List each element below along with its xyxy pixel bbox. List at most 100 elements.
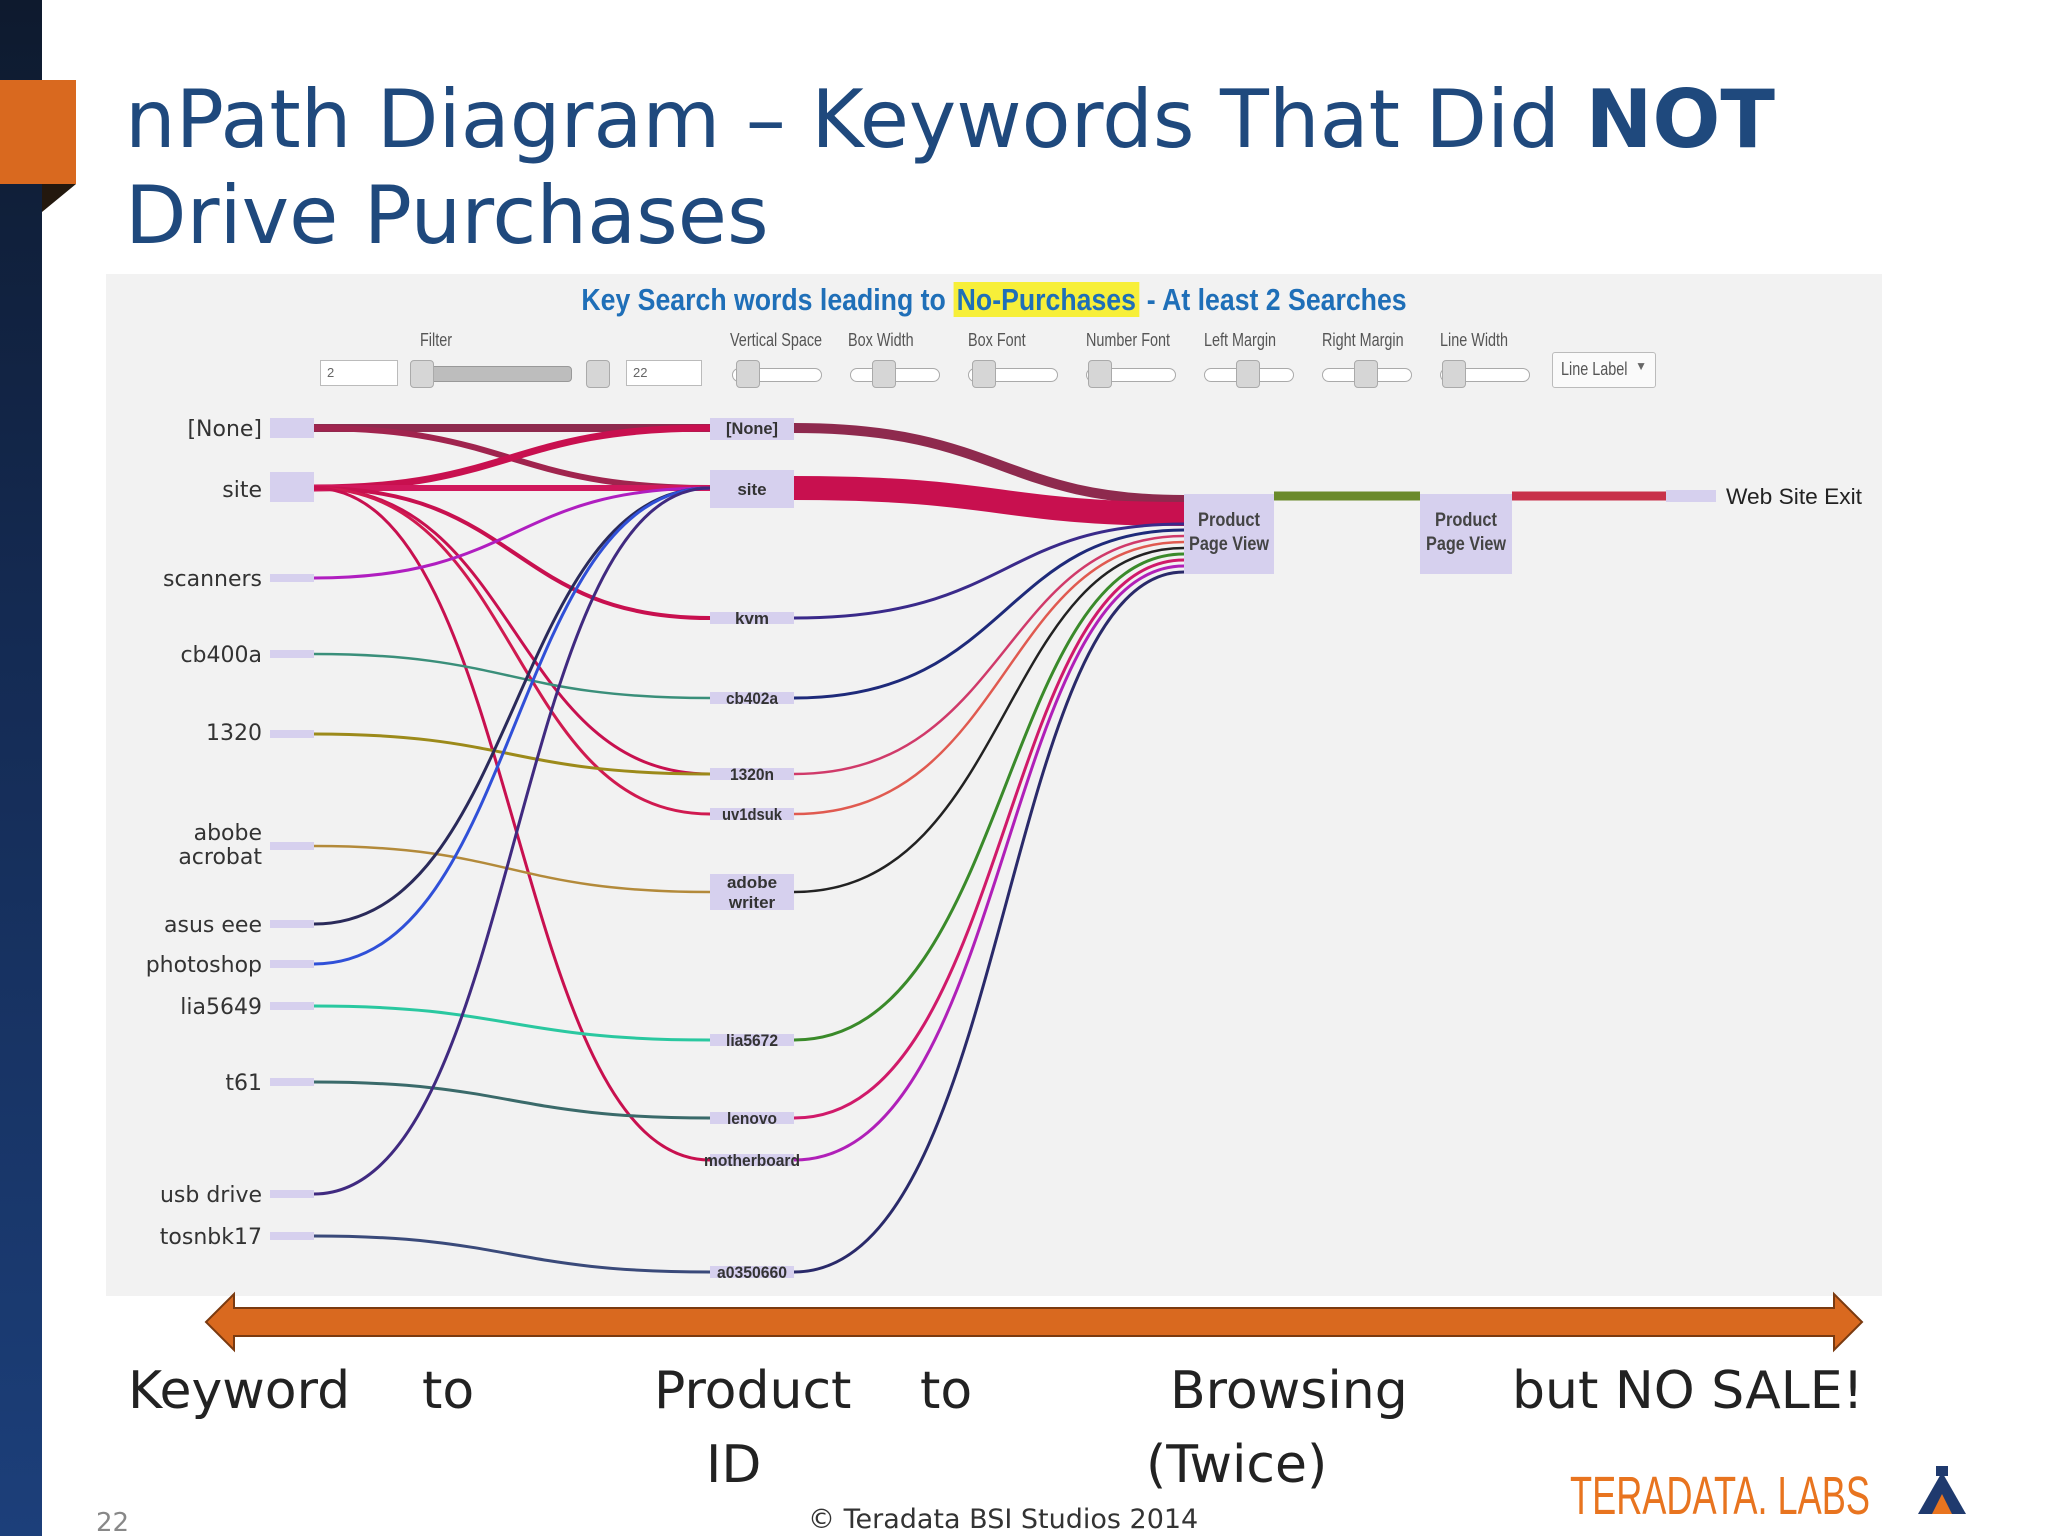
flow-site-ppv [793,476,1185,526]
vertical-space-handle[interactable] [736,360,760,388]
prod-box-1320n [710,768,794,780]
prod-label-adobe: adobe [727,873,777,892]
slider-label-left-margin: Left Margin [1204,330,1277,350]
kw-label-none: [None] [187,417,262,442]
browse-box-second [1420,494,1512,574]
flow-uv1dsuk-ppv [793,540,1185,816]
kw-box-abobe [270,842,314,850]
prod-label-1320n: 1320n [730,765,774,784]
kw-box-site [270,472,314,502]
kw-label-abobe: abobe [194,821,262,846]
slider-label-number-font: Number Font [1086,330,1171,350]
teradata-labs-logo: TERADATA. LABS [1570,1466,1966,1526]
double-arrow-icon [204,1291,1864,1353]
kw-box-usb [270,1190,314,1198]
slider-label-line-width: Line Width [1440,330,1509,350]
box-font-handle[interactable] [972,360,996,388]
slide-title: nPath Diagram – Keywords That Did NOT Dri… [125,72,1925,264]
left-accent-bar [0,0,42,1536]
flow-site-kvm [313,486,711,620]
line-label-dropdown[interactable]: Line Label ▼ [1552,352,1656,388]
chart-title-highlight: No-Purchases [953,282,1140,317]
npath-diagram-panel: Key Search words leading to No-Purchases… [106,274,1882,1296]
prod-label-kvm: kvm [735,609,769,628]
prod-label-none: [None] [726,419,778,438]
flow-cb400a-cb402a [313,652,711,700]
prod-box-adobe [710,874,794,910]
prod-box-cb402a [710,692,794,704]
chart-title-part2: - At least 2 Searches [1139,282,1407,317]
browse-first-line1: Product [1198,510,1261,531]
flow-site-none [313,424,711,492]
filter-max-handle[interactable] [586,360,610,388]
flow-lia5672-ppv [793,552,1185,1042]
filter-min-handle[interactable] [410,360,434,388]
kw-box-none [270,418,314,438]
kw-box-asus [270,920,314,928]
prod-label-writer: writer [728,893,776,912]
flow-none-ppv [793,423,1185,505]
prod-label-cb402a: cb402a [726,689,778,708]
kw-label-usb: usb drive [160,1183,262,1208]
left-margin-handle[interactable] [1236,360,1260,388]
prod-label-a0350660: a0350660 [717,1263,787,1282]
box-width-handle[interactable] [872,360,896,388]
svg-text:TERADATA. LABS: TERADATA. LABS [1570,1466,1870,1526]
prod-box-a0350660 [710,1266,794,1278]
number-font-handle[interactable] [1088,360,1112,388]
browse-second-line2: Page View [1426,534,1506,555]
kw-label-lia5649: lia5649 [180,995,262,1020]
flow-kvm-ppv [793,522,1185,620]
filter-min-input[interactable]: 2 [320,360,398,386]
flow-abobe-adobe [313,844,711,894]
kw-label-tosnbk17: tosnbk17 [160,1225,262,1250]
flow-t61-lenovo [313,1080,711,1120]
flow-lia5649-lia5672 [313,1004,711,1042]
kw-label-asus: asus eee [164,913,262,938]
browse-second-line1: Product [1435,510,1498,531]
prod-box-kvm [710,612,794,624]
kw-box-t61 [270,1078,314,1086]
flow-motherboard-ppv [793,564,1185,1162]
flow-usb-site [313,486,711,1196]
kw-box-tosnbk17 [270,1232,314,1240]
kw-label-scanners: scanners [163,567,262,592]
prod-box-uv1dsuk [710,808,794,820]
prod-label-lia5672: lia5672 [726,1031,778,1050]
slide-title-bold: NOT [1585,73,1775,166]
prod-box-lia5672 [710,1034,794,1046]
slider-label-box-width: Box Width [848,330,914,350]
kw-label-cb400a: cb400a [180,643,262,668]
filter-max-input[interactable]: 22 [626,360,702,386]
kw-label-site: site [222,478,262,503]
labs-beaker-icon [1918,1466,1966,1514]
flow-site-1320n [313,486,711,776]
slider-label-vertical-space: Vertical Space [730,330,823,350]
prod-label-lenovo: lenovo [727,1109,777,1128]
prod-label-site: site [737,480,766,499]
chart-title-part1: Key Search words leading to [581,282,954,317]
kw-box-lia5649 [270,1002,314,1010]
prod-box-motherboard [710,1154,794,1166]
kw-label-t61: t61 [225,1071,262,1096]
flow-cb402a-ppv [793,528,1185,700]
flow-tosnbk17-a0350660 [313,1234,711,1274]
exit-box [1666,490,1716,502]
chevron-down-icon: ▼ [1635,359,1647,373]
kw-label-acrobat: acrobat [178,845,262,870]
flow-adobe-ppv [793,546,1185,894]
prod-label-motherboard: motherboard [704,1151,800,1170]
orange-accent-tab [0,80,76,184]
slide-title-part1: nPath Diagram – Keywords That Did [125,73,1586,166]
flow-lenovo-ppv [793,558,1185,1120]
flow-site-uv1dsuk [313,486,711,816]
flow-a0350660-ppv [793,570,1185,1274]
flow-1320n-ppv [793,534,1185,776]
copyright: © Teradata BSI Studios 2014 [808,1504,1199,1535]
exit-label: Web Site Exit [1726,484,1862,509]
flow-1320-1320n [313,732,711,776]
line-width-handle[interactable] [1442,360,1466,388]
right-margin-handle[interactable] [1354,360,1378,388]
line-label-dropdown-value: Line Label [1561,359,1628,379]
